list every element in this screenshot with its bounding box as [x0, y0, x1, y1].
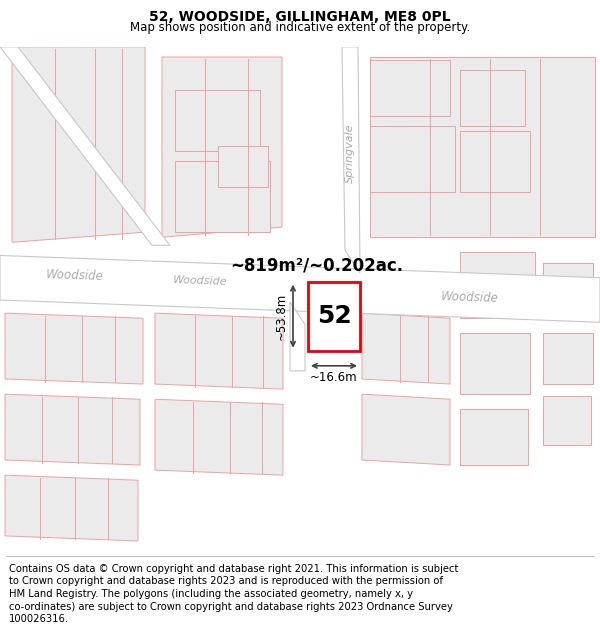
Text: Springvale: Springvale [345, 123, 355, 183]
Text: ~819m²/~0.202ac.: ~819m²/~0.202ac. [230, 257, 403, 274]
Text: co-ordinates) are subject to Crown copyright and database rights 2023 Ordnance S: co-ordinates) are subject to Crown copyr… [9, 602, 453, 612]
Polygon shape [155, 399, 283, 475]
Bar [543, 262, 593, 318]
Polygon shape [5, 394, 140, 465]
Text: 100026316.: 100026316. [9, 614, 69, 624]
Polygon shape [162, 57, 282, 238]
Bar [460, 253, 535, 318]
Bar [370, 126, 455, 192]
Text: Map shows position and indicative extent of the property.: Map shows position and indicative extent… [130, 21, 470, 34]
Bar [460, 70, 525, 126]
Polygon shape [342, 47, 360, 272]
Bar [370, 60, 450, 116]
Text: ~53.8m: ~53.8m [275, 292, 288, 340]
Bar [175, 91, 260, 151]
Text: Woodside: Woodside [46, 268, 104, 283]
Text: to Crown copyright and database rights 2023 and is reproduced with the permissio: to Crown copyright and database rights 2… [9, 576, 443, 586]
Polygon shape [12, 47, 145, 242]
Text: HM Land Registry. The polygons (including the associated geometry, namely x, y: HM Land Registry. The polygons (includin… [9, 589, 413, 599]
Polygon shape [362, 394, 450, 465]
Bar [543, 333, 593, 384]
Polygon shape [362, 313, 450, 384]
Bar [308, 282, 360, 351]
Bar [543, 396, 591, 445]
Bar [175, 161, 270, 232]
Polygon shape [290, 302, 305, 371]
Polygon shape [0, 47, 170, 246]
Polygon shape [0, 256, 600, 322]
Text: Contains OS data © Crown copyright and database right 2021. This information is : Contains OS data © Crown copyright and d… [9, 564, 458, 574]
Bar [460, 131, 530, 192]
Text: Woodside: Woodside [441, 291, 499, 306]
Bar [460, 409, 528, 465]
Bar [460, 333, 530, 394]
Text: 52, WOODSIDE, GILLINGHAM, ME8 0PL: 52, WOODSIDE, GILLINGHAM, ME8 0PL [149, 10, 451, 24]
Text: Woodside: Woodside [173, 275, 227, 287]
Polygon shape [370, 57, 595, 238]
Text: ~16.6m: ~16.6m [310, 371, 358, 384]
Text: 52: 52 [317, 304, 352, 328]
Polygon shape [5, 313, 143, 384]
Polygon shape [155, 313, 283, 389]
Bar [218, 146, 268, 187]
Polygon shape [5, 475, 138, 541]
